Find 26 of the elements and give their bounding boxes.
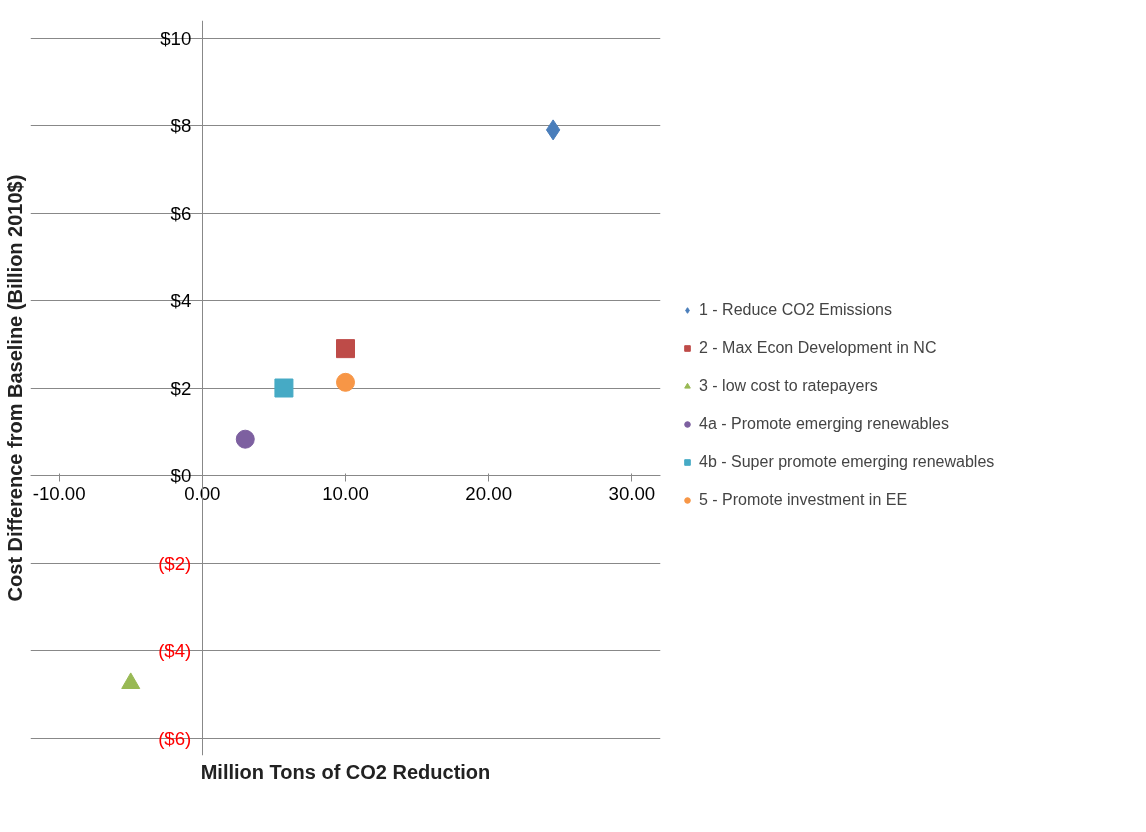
x-tick-label: 10.00	[322, 482, 369, 504]
y-tick-label: ($4)	[158, 640, 192, 661]
legend-label: 5 - Promote investment in EE	[699, 491, 908, 509]
y-tick-label: ($2)	[158, 552, 192, 574]
legend-label: 4a - Promote emerging renewables	[699, 415, 949, 433]
point	[235, 429, 255, 449]
x-tick-label: -10.00	[32, 482, 86, 504]
legend-label: 2 - Max Econ Development in NC	[699, 339, 937, 357]
point	[336, 372, 355, 392]
y-tick-label: $6	[170, 202, 192, 224]
x-axis-title: Million Tons of CO2 Reduction	[200, 760, 491, 783]
legend-label: 1 - Reduce CO2 Emissions	[699, 301, 892, 319]
y-axis-title: Cost Difference from Baseline (Billion 2010$)	[3, 174, 26, 602]
legend-label: 3 - low cost to ratepayers	[699, 377, 878, 395]
y-tick-label: $4	[170, 290, 192, 311]
point	[545, 119, 561, 141]
x-tick-label: 20.00	[465, 482, 513, 504]
point	[121, 672, 141, 690]
legend-label: 4b - Super promote emerging renewables	[699, 453, 995, 471]
point	[274, 378, 294, 398]
point	[336, 339, 355, 359]
y-tick-label: $2	[170, 377, 192, 399]
y-tick-label: $8	[170, 115, 192, 136]
y-tick-label: $10	[160, 27, 192, 49]
y-tick-label: ($6)	[158, 727, 192, 749]
x-tick-label: 30.00	[608, 482, 656, 504]
